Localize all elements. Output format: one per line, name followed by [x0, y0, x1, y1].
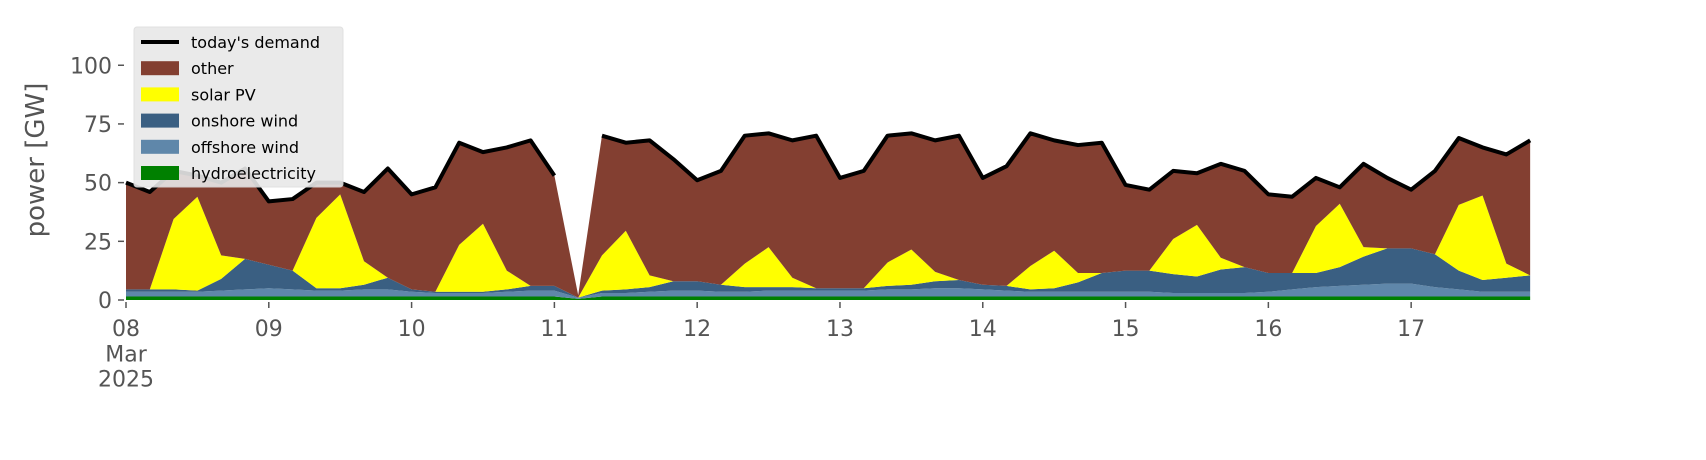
- legend-box: [133, 26, 344, 188]
- legend-swatch: [141, 61, 179, 76]
- x-tick-label: 10: [398, 317, 426, 342]
- y-tick-label: 0: [98, 289, 112, 314]
- legend-swatch: [141, 139, 179, 154]
- area: [126, 133, 1531, 298]
- x-tick-label: 11: [540, 317, 568, 342]
- legend-label: other: [191, 59, 234, 78]
- x-tick-label: 15: [1112, 317, 1140, 342]
- area: [126, 296, 1531, 300]
- area: [126, 283, 1531, 299]
- x-tick-label: 09: [255, 317, 283, 342]
- y-tick-label: 25: [84, 230, 112, 255]
- legend-label: today's demand: [191, 33, 320, 52]
- x-tick-label: 08 Mar 2025: [98, 317, 154, 393]
- legend-swatch: [141, 166, 179, 180]
- legend-label: offshore wind: [191, 138, 299, 157]
- area: [126, 248, 1531, 298]
- legend-swatch: [141, 87, 179, 102]
- y-axis-label: power [GW]: [21, 83, 51, 238]
- x-tick-label: 12: [683, 317, 711, 342]
- x-tick-label: 14: [969, 317, 997, 342]
- legend-swatch: [141, 113, 179, 128]
- x-tick-label: 13: [826, 317, 854, 342]
- area: [126, 194, 1531, 298]
- y-tick-label: 75: [84, 113, 112, 138]
- legend-label: solar PV: [191, 85, 256, 104]
- legend: today's demand other solar PV onshore wind o…: [133, 26, 344, 188]
- x-tick-label: 17: [1397, 317, 1425, 342]
- y-tick-label: 50: [84, 172, 112, 197]
- y-tick-label: 100: [70, 54, 112, 79]
- legend-label: hydroelectricity: [191, 164, 316, 183]
- x-tick-label: 16: [1254, 317, 1282, 342]
- legend-label: onshore wind: [191, 112, 298, 131]
